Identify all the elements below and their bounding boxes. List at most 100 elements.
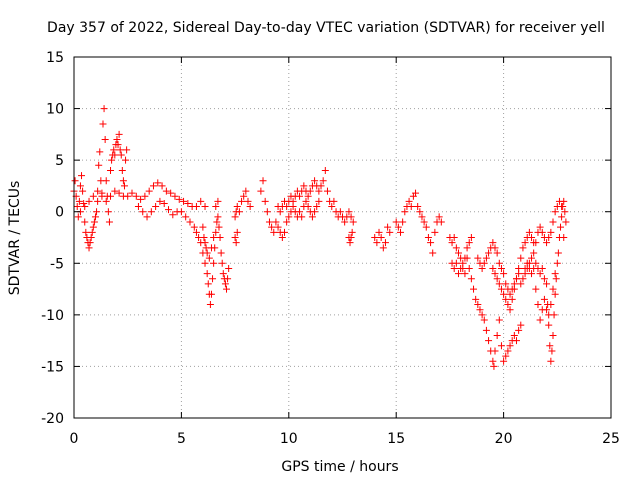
data-point — [158, 182, 166, 190]
data-point — [304, 203, 312, 211]
x-tick-label: 0 — [70, 431, 79, 447]
data-point — [493, 249, 501, 257]
data-point — [457, 264, 465, 272]
data-point — [381, 239, 389, 247]
data-point — [545, 321, 553, 329]
data-point — [476, 306, 484, 314]
data-point — [525, 228, 533, 236]
data-point — [463, 244, 471, 252]
data-point — [238, 197, 246, 205]
data-point — [110, 146, 118, 154]
x-tick-label: 20 — [495, 431, 513, 447]
data-point — [543, 306, 551, 314]
data-point — [296, 208, 304, 216]
data-point — [545, 311, 553, 319]
y-tick-labels: -20 -15 -10 -5 0 5 10 15 — [41, 50, 64, 427]
data-point — [265, 218, 273, 226]
data-point — [345, 208, 353, 216]
data-point — [491, 270, 499, 278]
data-point — [100, 105, 108, 113]
data-point — [268, 223, 276, 231]
data-point — [495, 280, 503, 288]
data-point — [201, 203, 209, 211]
axis-ticks — [73, 56, 612, 419]
data-point — [519, 244, 527, 252]
data-point — [506, 342, 514, 350]
data-point — [240, 192, 248, 200]
data-point — [261, 197, 269, 205]
data-point — [506, 306, 514, 314]
y-axis-label: SDTVAR / TECUs — [7, 181, 23, 296]
data-point — [242, 187, 250, 195]
data-point — [546, 342, 554, 350]
data-point — [244, 197, 252, 205]
data-point — [232, 239, 240, 247]
data-point — [206, 301, 214, 309]
y-tick-label: -10 — [41, 308, 64, 324]
data-point — [543, 280, 551, 288]
data-point — [517, 321, 525, 329]
data-point — [235, 208, 243, 216]
data-point — [551, 270, 559, 278]
data-point — [231, 234, 239, 241]
data-point — [490, 362, 498, 370]
data-point — [128, 189, 136, 197]
data-point — [427, 239, 435, 247]
data-point — [111, 151, 119, 159]
data-point — [79, 187, 87, 195]
data-point — [156, 197, 164, 205]
data-point — [214, 213, 222, 221]
data-point — [219, 270, 227, 278]
data-point — [470, 285, 478, 293]
data-point — [543, 239, 551, 247]
data-point — [552, 275, 560, 283]
data-point — [515, 264, 523, 272]
data-point — [377, 234, 385, 241]
data-point — [115, 130, 123, 138]
data-point — [549, 331, 557, 339]
data-point — [74, 213, 82, 221]
data-point — [283, 218, 291, 226]
data-point — [500, 357, 508, 365]
data-point — [147, 208, 155, 216]
data-point — [548, 347, 556, 355]
data-point — [399, 218, 407, 226]
data-point — [88, 228, 96, 236]
data-point — [528, 234, 536, 241]
data-point — [233, 203, 241, 211]
data-point — [562, 218, 570, 226]
data-point — [510, 331, 518, 339]
data-point — [212, 228, 220, 236]
data-point — [504, 347, 512, 355]
y-tick-label: -15 — [41, 359, 64, 375]
data-point — [199, 223, 207, 231]
x-tick-label: 15 — [387, 431, 405, 447]
data-point — [217, 249, 225, 257]
data-point — [197, 197, 205, 205]
data-point — [502, 352, 510, 360]
data-point — [558, 213, 566, 221]
data-point — [504, 301, 512, 309]
data-point — [201, 239, 209, 247]
data-point — [547, 301, 555, 309]
data-point — [405, 197, 413, 205]
data-point — [510, 285, 518, 293]
data-point — [485, 337, 493, 345]
data-point — [478, 311, 486, 319]
data-point — [392, 218, 400, 226]
data-point — [506, 290, 514, 298]
data-point — [75, 197, 83, 205]
data-point — [82, 228, 90, 236]
data-point — [78, 172, 86, 180]
data-point — [450, 264, 458, 272]
data-point — [93, 208, 101, 216]
data-point — [454, 270, 462, 278]
data-point — [167, 189, 175, 197]
data-point — [171, 192, 179, 200]
data-point — [515, 326, 523, 334]
data-point — [102, 197, 110, 205]
data-point — [73, 203, 81, 211]
data-point — [465, 239, 473, 247]
data-point — [536, 223, 544, 231]
data-point — [495, 259, 503, 267]
